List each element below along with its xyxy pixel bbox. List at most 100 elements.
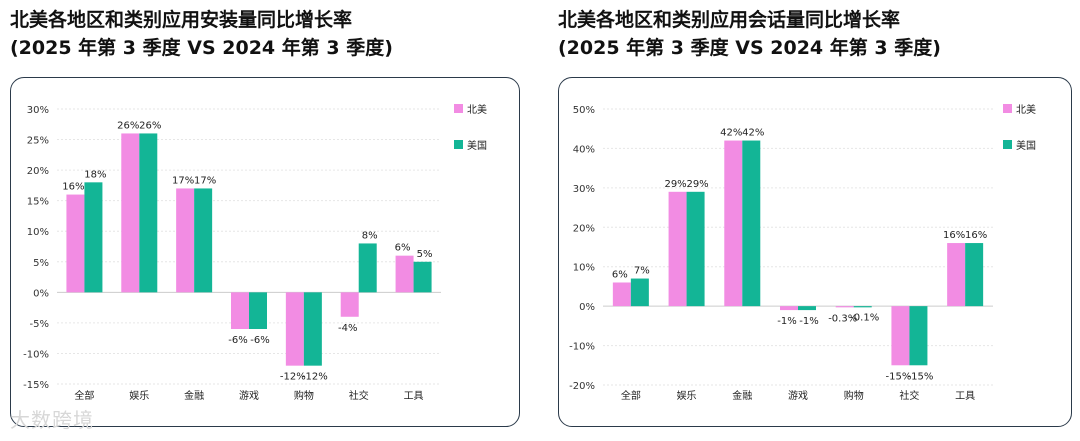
installs-chart: 30% 25% 20% 15% 10% 5% 0% -5% -10% -15% 16%18% 全部 26… — [23, 103, 487, 402]
installs-ytick-label: 20% — [27, 166, 49, 177]
installs-bar-north-america — [340, 292, 359, 317]
installs-bar-usa — [413, 261, 432, 293]
installs-legend-label: 北美 — [467, 103, 487, 116]
installs-panel: 北美各地区和类别应用安装量同比增长率 (2025 年第 3 季度 VS 2024… — [0, 0, 530, 441]
installs-bar-north-america — [121, 133, 140, 293]
sessions-bar-north-america — [835, 306, 854, 308]
installs-bar-usa — [249, 292, 267, 329]
sessions-bar-usa — [742, 140, 761, 307]
sessions-category-label: 游戏 — [788, 389, 808, 402]
installs-category-label: 金融 — [184, 389, 204, 402]
installs-bar-usa — [303, 292, 322, 366]
sessions-legend-label: 北美 — [1016, 103, 1036, 116]
installs-data-label: 26% — [117, 120, 139, 131]
installs-ytick-label: 25% — [27, 136, 49, 147]
installs-bar-usa — [139, 133, 158, 293]
sessions-bar-north-america — [780, 306, 798, 311]
installs-data-label: -12% — [280, 372, 306, 383]
sessions-category-label: 全部 — [621, 389, 641, 402]
sessions-category-label: 社交 — [899, 389, 919, 402]
sessions-ytick-label: 30% — [573, 184, 595, 195]
sessions-legend-label: 美国 — [1016, 139, 1036, 152]
installs-ytick-label: -10% — [23, 349, 49, 360]
sessions-data-label: -0.1% — [850, 313, 879, 324]
sessions-bar-usa — [965, 243, 984, 307]
installs-data-label: -6% — [250, 335, 269, 346]
installs-data-label: 5% — [417, 249, 433, 260]
installs-chart-title: 北美各地区和类别应用安装量同比增长率 (2025 年第 3 季度 VS 2024… — [10, 6, 393, 62]
installs-ytick-label: 30% — [27, 105, 49, 116]
installs-ytick-label: -15% — [23, 380, 49, 391]
sessions-data-label: 16% — [965, 230, 987, 241]
sessions-title-line2: (2025 年第 3 季度 VS 2024 年第 3 季度) — [558, 37, 941, 59]
sessions-ytick-label: -10% — [569, 342, 595, 353]
installs-legend-label: 美国 — [467, 139, 487, 152]
installs-data-label: 8% — [362, 230, 378, 241]
installs-bar-north-america — [285, 292, 304, 366]
sessions-bar-north-america — [668, 191, 687, 307]
sessions-data-label: 42% — [742, 128, 764, 139]
sessions-data-label: 6% — [612, 269, 628, 280]
sessions-data-label: 42% — [720, 128, 742, 139]
installs-data-label: 16% — [62, 182, 84, 193]
watermark-logo: 大数跨境 — [10, 408, 94, 432]
installs-bar-usa — [84, 182, 103, 293]
sessions-ytick-label: 50% — [573, 105, 595, 116]
installs-chart-card: 30% 25% 20% 15% 10% 5% 0% -5% -10% -15% 16% 18% 全部 26… — [10, 77, 520, 427]
installs-data-label: 26% — [139, 120, 161, 131]
installs-category-label: 工具 — [404, 390, 424, 402]
installs-data-label: 6% — [395, 243, 411, 254]
sessions-panel: 北美各地区和类别应用会话量同比增长率 (2025 年第 3 季度 VS 2024… — [548, 0, 1078, 441]
sessions-bar-north-america — [612, 282, 631, 307]
sessions-bar-usa — [909, 306, 928, 366]
sessions-ytick-label: 40% — [573, 144, 595, 155]
sessions-legend-swatch — [1003, 140, 1012, 149]
installs-legend-swatch — [454, 140, 463, 149]
sessions-data-label: -15% — [908, 371, 934, 382]
sessions-bar-north-america — [891, 306, 910, 366]
sessions-title-line1: 北美各地区和类别应用会话量同比增长率 — [558, 9, 901, 31]
installs-ytick-label: 5% — [33, 258, 49, 269]
installs-bar-north-america — [395, 255, 414, 293]
installs-ytick-label: 10% — [27, 227, 49, 238]
sessions-category-label: 工具 — [955, 390, 975, 402]
sessions-data-label: 7% — [634, 266, 650, 277]
installs-bar-north-america — [66, 194, 85, 293]
sessions-data-label: 29% — [686, 179, 708, 190]
sessions-bar-usa — [798, 306, 816, 311]
installs-data-label: 18% — [84, 169, 106, 180]
installs-category-label: 全部 — [74, 389, 94, 402]
installs-data-label: 17% — [172, 175, 194, 186]
installs-bar-usa — [358, 243, 377, 293]
installs-ytick-label: 0% — [33, 288, 49, 299]
sessions-bar-north-america — [724, 140, 743, 307]
sessions-bar-usa — [630, 278, 649, 307]
installs-title-line2: (2025 年第 3 季度 VS 2024 年第 3 季度) — [10, 37, 393, 59]
installs-data-label: -4% — [338, 323, 357, 334]
sessions-legend-swatch — [1003, 104, 1012, 113]
installs-bar-north-america — [176, 188, 195, 293]
installs-data-label: -12% — [302, 372, 328, 383]
installs-category-label: 娱乐 — [129, 389, 149, 402]
installs-legend-swatch — [454, 104, 463, 113]
installs-bar-north-america — [231, 292, 249, 329]
sessions-bar-usa — [686, 191, 705, 307]
sessions-category-label: 娱乐 — [677, 389, 697, 402]
installs-category-label: 社交 — [349, 389, 369, 402]
sessions-data-label: -1% — [799, 316, 818, 327]
installs-data-label: 17% — [194, 175, 216, 186]
sessions-data-label: -15% — [886, 371, 912, 382]
sessions-chart-title: 北美各地区和类别应用会话量同比增长率 (2025 年第 3 季度 VS 2024… — [558, 6, 941, 62]
sessions-ytick-label: -20% — [569, 381, 595, 392]
sessions-bar-usa — [853, 306, 872, 308]
sessions-chart-card: 50% 40% 30% 20% 10% 0% -10% -20% 6% 7% 全部 29% 29% 娱乐 4… — [558, 77, 1072, 427]
installs-ytick-label: -5% — [30, 319, 49, 330]
sessions-ytick-label: 0% — [579, 302, 595, 313]
sessions-chart: 50% 40% 30% 20% 10% 0% -10% -20% 6% 7% 全部 29% 29% 娱乐 4… — [569, 103, 1036, 402]
installs-category-label: 游戏 — [239, 389, 259, 402]
sessions-data-label: -1% — [777, 316, 796, 327]
installs-category-label: 购物 — [294, 389, 314, 402]
sessions-ytick-label: 20% — [573, 223, 595, 234]
sessions-data-label: 16% — [943, 230, 965, 241]
installs-ytick-label: 15% — [27, 197, 49, 208]
